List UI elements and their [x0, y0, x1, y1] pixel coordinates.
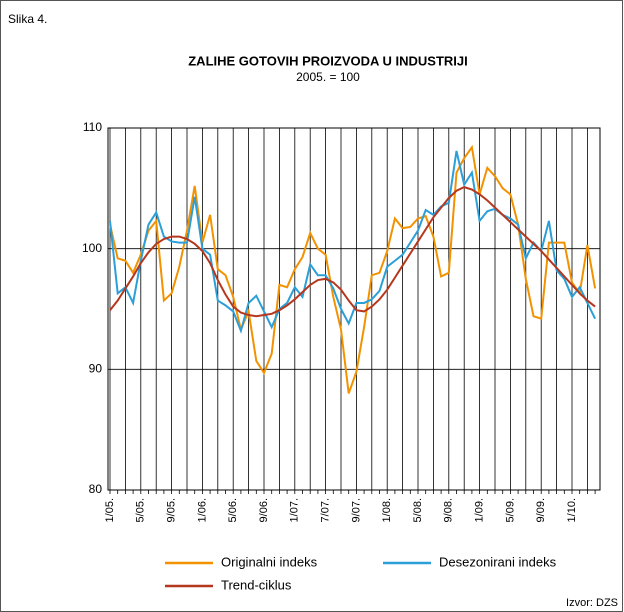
chart-title: ZALIHE GOTOVIH PROIZVODA U INDUSTRIJI	[188, 53, 468, 68]
legend-label: Desezonirani indeks	[439, 554, 557, 569]
x-tick-label: 1/08.	[381, 498, 393, 522]
series-line	[109, 186, 596, 318]
x-tick-label: 9/09.	[535, 498, 547, 522]
x-tick-label: 1/05.	[104, 498, 116, 522]
x-tick-label: 9/06.	[258, 498, 270, 522]
x-tick-label: 1/06.	[196, 498, 208, 522]
y-tick-label: 80	[89, 482, 103, 496]
x-tick-label: 9/05.	[166, 498, 178, 522]
x-tick-label: 5/09.	[504, 498, 516, 522]
y-tick-label: 100	[82, 241, 102, 255]
legend-label: Trend-ciklus	[221, 577, 292, 592]
x-tick-label: 1/07.	[289, 498, 301, 522]
x-tick-label: 9/08.	[443, 498, 455, 522]
plot-border	[107, 127, 601, 491]
x-tick-label: 5/06.	[227, 498, 239, 522]
x-tick-label: 7/07.	[320, 498, 332, 522]
figure-label: Slika 4.	[8, 12, 47, 26]
y-tick-label: 90	[89, 362, 103, 376]
series-line	[109, 144, 597, 394]
x-tick-label: 5/05.	[135, 498, 147, 522]
source: Izvor: DZS	[566, 597, 618, 609]
chart-subtitle: 2005. = 100	[296, 70, 360, 84]
x-tick-label: 1/10.	[566, 498, 578, 522]
x-tick-label: 5/08.	[412, 498, 424, 522]
x-tick-label: 9/07.	[350, 498, 362, 522]
x-tick-label: 1/09.	[474, 498, 486, 522]
series-line	[109, 150, 596, 334]
legend-label: Originalni indeks	[221, 554, 318, 569]
y-tick-label: 110	[83, 120, 102, 134]
